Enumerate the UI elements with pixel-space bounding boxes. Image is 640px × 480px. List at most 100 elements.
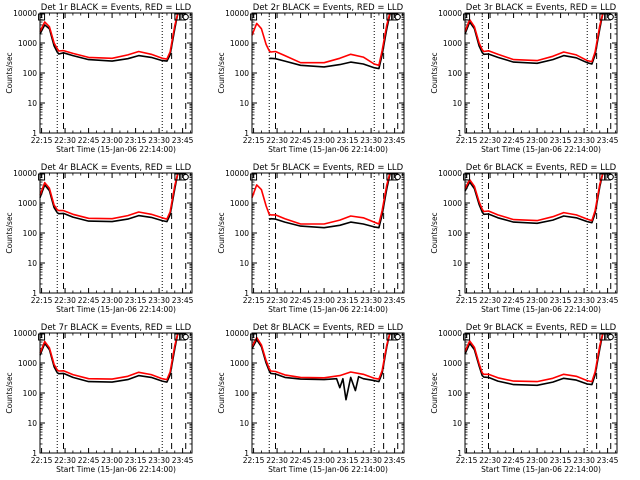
x-tick-label: 23:15 bbox=[337, 296, 359, 305]
x-tick-label: 23:45 bbox=[384, 136, 406, 145]
x-tick-label: 23:30 bbox=[148, 136, 170, 145]
x-tick-label: 22:30 bbox=[54, 136, 76, 145]
series-line bbox=[39, 12, 179, 60]
y-axis-label: Counts/sec bbox=[430, 212, 439, 253]
x-tick-label: 23:45 bbox=[172, 456, 194, 465]
y-tick-label: 100 bbox=[448, 389, 463, 398]
y-tick-label: 1000 bbox=[443, 199, 462, 208]
x-tick-label: 22:15 bbox=[31, 456, 53, 465]
y-tick-label: 100 bbox=[235, 389, 250, 398]
chart-title: Det 5r BLACK = Events, RED = LLD bbox=[253, 163, 404, 173]
x-tick-label: 22:30 bbox=[479, 296, 501, 305]
box-marker bbox=[386, 173, 394, 181]
plot-frame bbox=[464, 332, 618, 454]
chart-title: Det 3r BLACK = Events, RED = LLD bbox=[466, 3, 617, 13]
x-tick-label: 22:45 bbox=[503, 136, 525, 145]
x-axis-label: Start Time (15-Jan-06 22:14:00) bbox=[268, 305, 388, 314]
x-tick-label: 23:45 bbox=[172, 136, 194, 145]
y-tick-label: 10000 bbox=[438, 169, 462, 178]
x-tick-label: 23:15 bbox=[337, 136, 359, 145]
y-tick-label: 100 bbox=[235, 69, 250, 78]
x-axis-label: Start Time (15-Jan-06 22:14:00) bbox=[56, 305, 176, 314]
series-line bbox=[251, 332, 391, 401]
y-tick-label: 1 bbox=[32, 449, 37, 458]
y-axis-label: Counts/sec bbox=[430, 52, 439, 93]
y-tick-label: 100 bbox=[23, 69, 38, 78]
chart-panel: Det 5r BLACK = Events, RED = LLD 1 10 100 10… bbox=[217, 163, 406, 314]
x-tick-label: 23:00 bbox=[101, 136, 123, 145]
x-tick-label: 23:30 bbox=[148, 296, 170, 305]
x-tick-label: 23:15 bbox=[337, 456, 359, 465]
chart-title: Det 7r BLACK = Events, RED = LLD bbox=[41, 323, 192, 333]
box-marker bbox=[38, 13, 46, 21]
y-tick-label: 100 bbox=[23, 229, 38, 238]
y-tick-label: 10 bbox=[452, 99, 462, 108]
plot-frame bbox=[464, 12, 618, 134]
circle-marker bbox=[607, 13, 614, 21]
x-tick-label: 22:15 bbox=[31, 296, 53, 305]
x-tick-label: 23:15 bbox=[125, 136, 147, 145]
y-axis-label: Counts/sec bbox=[5, 52, 14, 93]
box-marker bbox=[463, 333, 471, 341]
box-marker bbox=[174, 173, 182, 181]
y-axis-label: Counts/sec bbox=[5, 372, 14, 413]
y-tick-label: 1000 bbox=[230, 199, 249, 208]
x-tick-label: 23:45 bbox=[384, 296, 406, 305]
box-marker bbox=[599, 13, 607, 21]
y-axis-label: Counts/sec bbox=[5, 212, 14, 253]
circle-marker bbox=[182, 333, 189, 341]
x-tick-label: 23:45 bbox=[384, 456, 406, 465]
x-tick-label: 22:15 bbox=[456, 456, 478, 465]
x-tick-label: 22:45 bbox=[503, 456, 525, 465]
plot-frame bbox=[39, 12, 193, 134]
series-line bbox=[464, 12, 604, 65]
plot-frame bbox=[251, 332, 405, 454]
box-marker bbox=[599, 333, 607, 341]
x-tick-label: 22:30 bbox=[479, 136, 501, 145]
y-tick-label: 1 bbox=[244, 289, 249, 298]
x-tick-label: 23:00 bbox=[526, 456, 548, 465]
series-line bbox=[464, 172, 604, 222]
series-line bbox=[39, 172, 179, 223]
y-tick-label: 10000 bbox=[225, 169, 249, 178]
chart-panel: Det 7r BLACK = Events, RED = LLD 1 10 100 10… bbox=[5, 323, 194, 474]
series-line bbox=[39, 332, 179, 381]
x-axis-label: Start Time (15-Jan-06 22:14:00) bbox=[268, 465, 388, 474]
x-tick-label: 23:45 bbox=[597, 296, 619, 305]
series-line bbox=[464, 332, 604, 387]
x-tick-label: 23:30 bbox=[573, 296, 595, 305]
chart-panel: Det 8r BLACK = Events, RED = LLD 1 10 100 10… bbox=[217, 323, 406, 474]
x-tick-label: 23:45 bbox=[172, 296, 194, 305]
y-tick-label: 1 bbox=[244, 449, 249, 458]
y-tick-label: 1000 bbox=[18, 39, 37, 48]
chart-title: Det 1r BLACK = Events, RED = LLD bbox=[41, 3, 192, 13]
x-axis-label: Start Time (15-Jan-06 22:14:00) bbox=[481, 465, 601, 474]
y-tick-label: 1000 bbox=[230, 359, 249, 368]
x-tick-label: 23:00 bbox=[101, 296, 123, 305]
x-axis-label: Start Time (15-Jan-06 22:14:00) bbox=[56, 465, 176, 474]
y-axis-label: Counts/sec bbox=[430, 372, 439, 413]
chart-panel: Det 4r BLACK = Events, RED = LLD 1 10 100 10… bbox=[5, 163, 194, 314]
series-line bbox=[269, 14, 391, 70]
chart-panel: Det 9r BLACK = Events, RED = LLD 1 10 100 10… bbox=[430, 323, 619, 474]
x-tick-label: 22:15 bbox=[243, 296, 265, 305]
y-tick-label: 1 bbox=[457, 129, 462, 138]
chart-panel: Det 6r BLACK = Events, RED = LLD 1 10 100 10… bbox=[430, 163, 619, 314]
x-tick-label: 22:45 bbox=[290, 296, 312, 305]
y-tick-label: 1 bbox=[457, 449, 462, 458]
y-tick-label: 10 bbox=[27, 259, 37, 268]
x-tick-label: 23:00 bbox=[313, 136, 335, 145]
chart-panel: Det 1r BLACK = Events, RED = LLD 1 10 100 10… bbox=[5, 3, 194, 154]
plot-frame bbox=[39, 172, 193, 294]
circle-marker bbox=[394, 173, 401, 181]
x-tick-label: 22:45 bbox=[503, 296, 525, 305]
x-axis-label: Start Time (15-Jan-06 22:14:00) bbox=[481, 145, 601, 154]
y-tick-label: 1000 bbox=[18, 199, 37, 208]
plot-frame bbox=[251, 12, 405, 134]
y-tick-label: 10000 bbox=[13, 329, 37, 338]
x-tick-label: 23:00 bbox=[313, 456, 335, 465]
box-marker bbox=[38, 173, 46, 181]
y-tick-label: 1000 bbox=[230, 39, 249, 48]
x-tick-label: 22:15 bbox=[243, 456, 265, 465]
